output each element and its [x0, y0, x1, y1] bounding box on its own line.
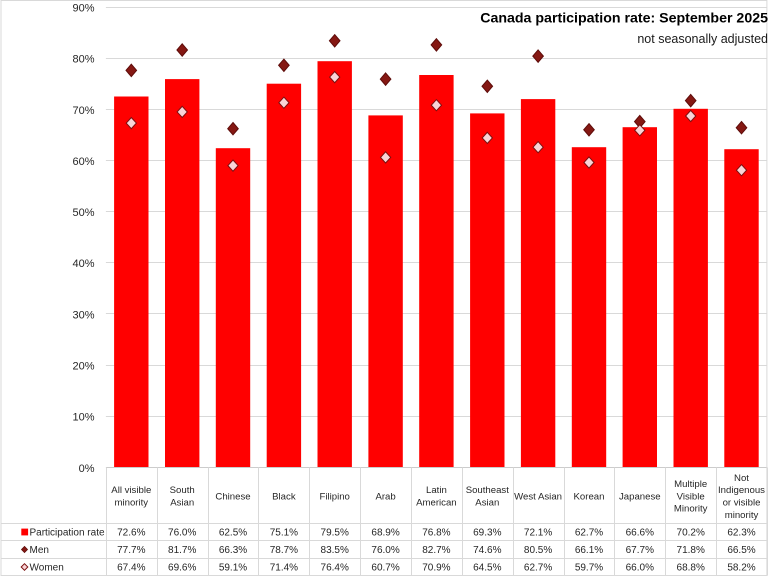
svg-text:South: South — [170, 485, 195, 496]
svg-text:78.7%: 78.7% — [270, 545, 298, 556]
svg-text:67.4%: 67.4% — [117, 563, 145, 574]
svg-text:50%: 50% — [72, 207, 94, 219]
svg-text:minority: minority — [115, 498, 149, 509]
svg-text:62.5%: 62.5% — [219, 528, 247, 539]
svg-text:0%: 0% — [79, 463, 95, 475]
svg-text:59.1%: 59.1% — [219, 563, 247, 574]
svg-text:Asian: Asian — [475, 498, 499, 509]
svg-text:West Asian: West Asian — [514, 491, 562, 502]
svg-text:64.5%: 64.5% — [473, 563, 501, 574]
svg-text:76.0%: 76.0% — [371, 545, 399, 556]
svg-text:American: American — [416, 498, 457, 509]
svg-text:Southeast: Southeast — [466, 485, 510, 496]
svg-text:79.5%: 79.5% — [321, 528, 349, 539]
svg-text:66.0%: 66.0% — [626, 563, 654, 574]
svg-text:75.1%: 75.1% — [270, 528, 298, 539]
svg-text:77.7%: 77.7% — [117, 545, 145, 556]
svg-text:66.5%: 66.5% — [727, 545, 755, 556]
svg-text:69.3%: 69.3% — [473, 528, 501, 539]
svg-text:Visible: Visible — [677, 491, 705, 502]
svg-text:70.2%: 70.2% — [677, 528, 705, 539]
svg-text:68.9%: 68.9% — [371, 528, 399, 539]
svg-text:90%: 90% — [72, 3, 94, 15]
svg-text:Minority: Minority — [674, 504, 708, 515]
svg-text:71.4%: 71.4% — [270, 563, 298, 574]
svg-text:Asian: Asian — [170, 498, 194, 509]
svg-text:Korean: Korean — [574, 491, 605, 502]
svg-text:Japanese: Japanese — [619, 491, 661, 502]
svg-text:20%: 20% — [72, 361, 94, 373]
svg-text:Participation rate: Participation rate — [30, 528, 105, 539]
svg-text:10%: 10% — [72, 412, 94, 424]
svg-text:82.7%: 82.7% — [422, 545, 450, 556]
svg-text:72.6%: 72.6% — [117, 528, 145, 539]
svg-text:Not: Not — [734, 473, 749, 484]
svg-text:76.0%: 76.0% — [168, 528, 196, 539]
svg-text:66.3%: 66.3% — [219, 545, 247, 556]
svg-text:Canada participation rate: Sep: Canada participation rate: September 202… — [480, 11, 768, 27]
svg-text:Arab: Arab — [375, 491, 395, 502]
svg-text:83.5%: 83.5% — [321, 545, 349, 556]
svg-text:Filipino: Filipino — [319, 491, 349, 502]
svg-text:76.8%: 76.8% — [422, 528, 450, 539]
svg-text:67.7%: 67.7% — [626, 545, 654, 556]
svg-text:Latin: Latin — [426, 485, 447, 496]
svg-text:All visible: All visible — [111, 485, 151, 496]
svg-text:not seasonally adjusted: not seasonally adjusted — [637, 32, 768, 46]
svg-text:66.6%: 66.6% — [626, 528, 654, 539]
svg-text:Indigenous: Indigenous — [718, 485, 765, 496]
svg-text:62.7%: 62.7% — [575, 528, 603, 539]
svg-text:or visible: or visible — [723, 498, 761, 509]
svg-text:80%: 80% — [72, 54, 94, 66]
svg-text:Black: Black — [272, 491, 296, 502]
svg-text:68.8%: 68.8% — [677, 563, 705, 574]
svg-text:Multiple: Multiple — [674, 479, 707, 490]
svg-text:58.2%: 58.2% — [727, 563, 755, 574]
svg-text:30%: 30% — [72, 309, 94, 321]
svg-text:minority: minority — [725, 510, 759, 521]
svg-text:62.3%: 62.3% — [727, 528, 755, 539]
svg-text:59.7%: 59.7% — [575, 563, 603, 574]
svg-text:76.4%: 76.4% — [321, 563, 349, 574]
svg-text:Chinese: Chinese — [215, 491, 250, 502]
svg-text:80.5%: 80.5% — [524, 545, 552, 556]
svg-text:69.6%: 69.6% — [168, 563, 196, 574]
svg-text:74.6%: 74.6% — [473, 545, 501, 556]
svg-text:62.7%: 62.7% — [524, 563, 552, 574]
svg-text:71.8%: 71.8% — [677, 545, 705, 556]
svg-text:81.7%: 81.7% — [168, 545, 196, 556]
svg-text:60%: 60% — [72, 156, 94, 168]
svg-text:Men: Men — [30, 545, 49, 556]
svg-text:66.1%: 66.1% — [575, 545, 603, 556]
svg-text:70.9%: 70.9% — [422, 563, 450, 574]
svg-text:Women: Women — [30, 563, 64, 574]
svg-text:60.7%: 60.7% — [371, 563, 399, 574]
svg-text:40%: 40% — [72, 258, 94, 270]
svg-text:70%: 70% — [72, 105, 94, 117]
svg-text:72.1%: 72.1% — [524, 528, 552, 539]
